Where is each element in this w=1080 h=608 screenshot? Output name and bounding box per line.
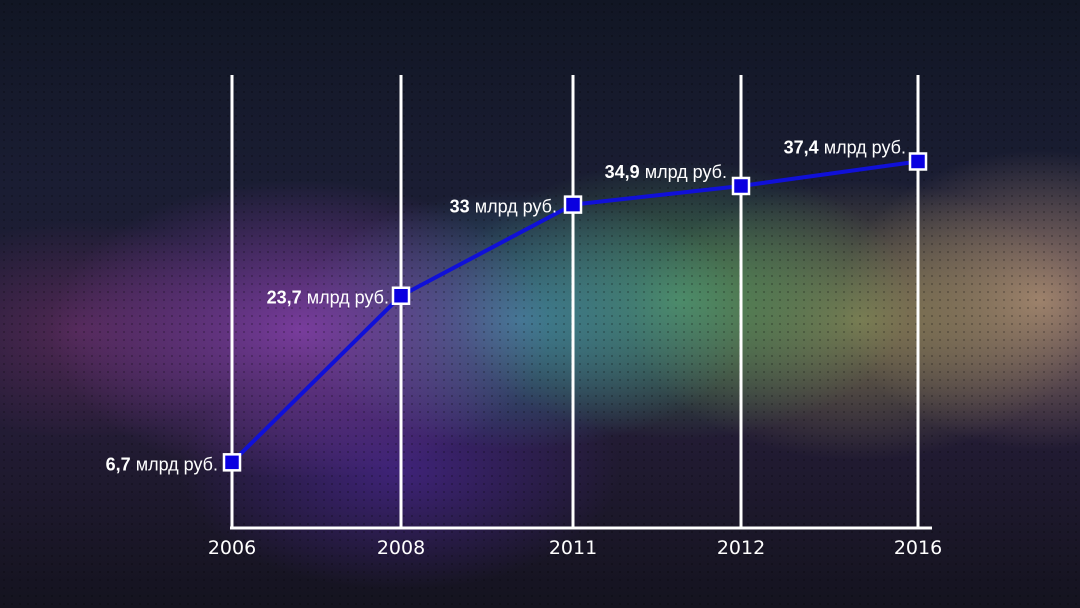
data-point-2011 — [563, 195, 583, 214]
data-label-2011: 33 млрд руб. — [450, 197, 557, 217]
data-point-2012 — [731, 176, 751, 196]
x-tick-label: 2012 — [717, 537, 765, 559]
x-tick-label: 2008 — [377, 537, 425, 559]
x-tick-label: 2016 — [894, 537, 942, 559]
x-tick-label: 2006 — [208, 537, 256, 559]
x-tick-label: 2011 — [549, 537, 597, 559]
data-point-2006 — [222, 453, 242, 472]
data-label-2008: 23,7 млрд руб. — [267, 288, 389, 308]
data-point-2016 — [908, 152, 928, 171]
data-label-2012: 34,9 млрд руб. — [605, 162, 727, 182]
data-label-2006: 6,7 млрд руб. — [106, 454, 218, 474]
data-label-2016: 37,4 млрд руб. — [784, 137, 906, 157]
data-point-2008 — [391, 286, 411, 305]
